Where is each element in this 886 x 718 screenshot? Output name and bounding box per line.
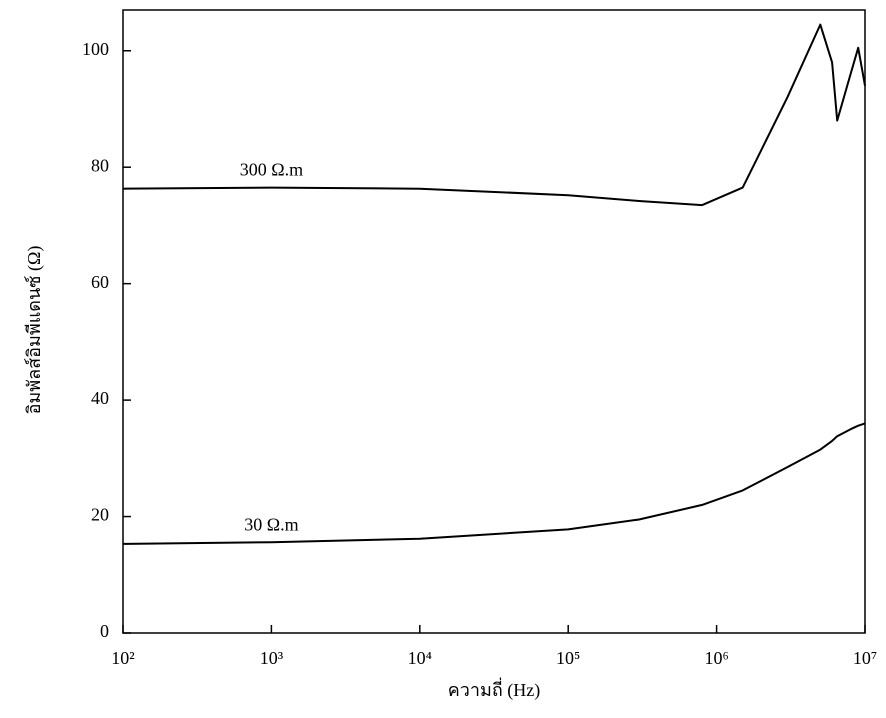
y-axis-label: อิมพัลส์อิมพีแดนซ์ (Ω) (24, 246, 45, 415)
series-line (123, 423, 865, 544)
x-axis-label: ความถี่ (Hz) (448, 677, 541, 701)
plot-frame (123, 10, 865, 633)
y-tick-label: 40 (91, 388, 109, 408)
y-tick-label: 60 (91, 272, 109, 292)
chart: ความถี่ (Hz) อิมพัลส์อิมพีแดนซ์ (Ω) 0 20 4… (0, 0, 886, 713)
y-tick-label: 0 (100, 621, 109, 641)
x-tick-label: 10⁶ (704, 648, 728, 668)
x-tick-label: 10² (111, 648, 134, 668)
y-tick-label: 80 (91, 155, 109, 175)
series-label: 300 Ω.m (240, 160, 303, 180)
x-tick-label: 10³ (260, 648, 284, 668)
x-tick-label: 10⁵ (556, 648, 580, 668)
x-tick-label: 10⁴ (408, 648, 432, 668)
series-line (123, 25, 865, 206)
series-label: 30 Ω.m (244, 514, 298, 534)
y-tick-label: 100 (82, 39, 109, 59)
y-tick-label: 20 (91, 505, 109, 525)
x-tick-label: 10⁷ (853, 648, 877, 668)
